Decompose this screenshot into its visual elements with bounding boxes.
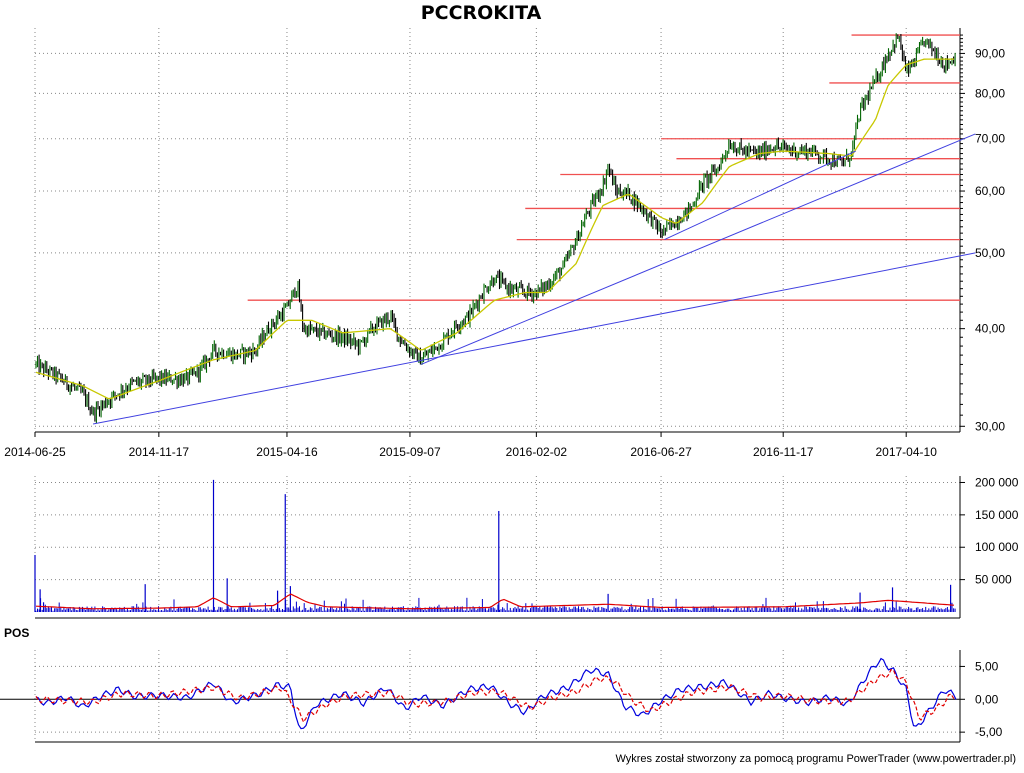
- price-y-tick-label: 30,00: [975, 419, 1005, 433]
- footer-credit: Wykres został stworzony za pomocą progra…: [615, 753, 1016, 765]
- moving-average-line: [35, 58, 954, 400]
- x-tick-label: 2016-11-17: [753, 445, 814, 459]
- x-tick-label: 2014-06-25: [4, 445, 66, 459]
- volume-average-line: [35, 593, 955, 610]
- x-tick-label: 2016-06-27: [630, 445, 692, 459]
- trend-line: [92, 252, 976, 425]
- price-panel: 2014-06-25 2014-11-17 2015-04-16 2015-09-07…: [4, 28, 1005, 459]
- volume-bars-group: [34, 479, 956, 612]
- pos-panel: POS -5,00 0,00 5,00: [0, 626, 1003, 743]
- price-y-tick-label: 80,00: [975, 86, 1005, 100]
- pos-y-tick-label: -5,00: [975, 725, 1003, 739]
- x-tick-label: 2014-11-17: [129, 445, 190, 459]
- trend-line: [420, 133, 976, 365]
- pos-series-line: [35, 657, 957, 730]
- x-tick-label: 2015-09-07: [379, 445, 441, 459]
- x-tick-label: 2015-04-16: [256, 445, 318, 459]
- volume-y-tick-label: 200 000: [975, 475, 1019, 489]
- pos-series-line: [35, 669, 957, 724]
- volume-y-tick-label: 150 000: [975, 508, 1019, 522]
- chart-title: PCCROKITA: [421, 2, 542, 24]
- pos-panel-title: POS: [4, 626, 29, 640]
- volume-panel: 50 000 100 000 150 000 200 000: [34, 475, 1019, 619]
- pos-y-tick-label: 0,00: [975, 692, 999, 706]
- x-tick-label: 2017-04-10: [875, 445, 937, 459]
- price-y-tick-label: 40,00: [975, 322, 1005, 336]
- volume-y-tick-label: 50 000: [975, 573, 1012, 587]
- price-y-tick-label: 90,00: [975, 46, 1005, 60]
- x-tick-label: 2016-02-02: [506, 445, 568, 459]
- pos-y-tick-label: 5,00: [975, 659, 999, 673]
- price-y-tick-label: 70,00: [975, 132, 1005, 146]
- price-y-tick-label: 60,00: [975, 184, 1005, 198]
- price-y-tick-label: 50,00: [975, 246, 1005, 260]
- volume-y-tick-label: 100 000: [975, 540, 1019, 554]
- trend-line: [664, 150, 857, 241]
